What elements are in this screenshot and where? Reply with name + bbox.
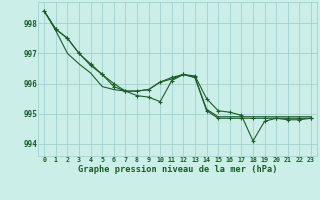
X-axis label: Graphe pression niveau de la mer (hPa): Graphe pression niveau de la mer (hPa) [78, 165, 277, 174]
